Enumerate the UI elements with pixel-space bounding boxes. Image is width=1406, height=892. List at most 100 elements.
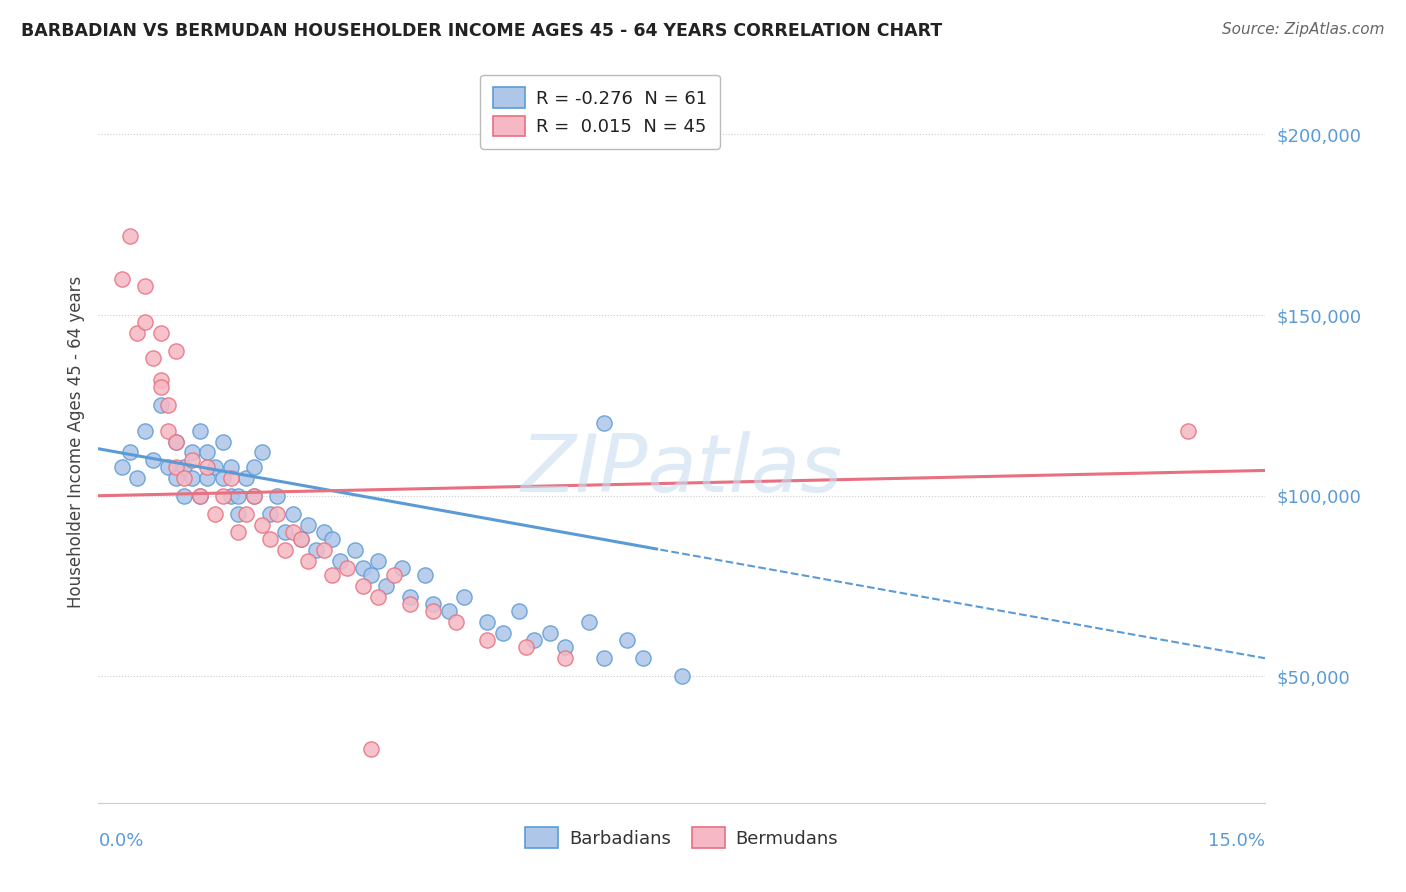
Point	[554, 651, 576, 665]
Point	[165, 434, 187, 449]
Point	[398, 597, 420, 611]
Point	[290, 532, 312, 546]
Point	[228, 524, 250, 539]
Point	[157, 398, 180, 412]
Point	[352, 579, 374, 593]
Text: 15.0%: 15.0%	[1208, 831, 1265, 850]
Point	[195, 470, 218, 484]
Point	[367, 590, 389, 604]
Point	[195, 445, 218, 459]
Point	[391, 561, 413, 575]
Point	[235, 470, 257, 484]
Point	[259, 507, 281, 521]
Point	[111, 272, 134, 286]
Point	[165, 459, 187, 474]
Point	[173, 489, 195, 503]
Point	[508, 604, 530, 618]
Point	[492, 626, 515, 640]
Point	[593, 651, 616, 665]
Point	[157, 459, 180, 474]
Point	[212, 470, 235, 484]
Point	[173, 470, 195, 484]
Point	[413, 568, 436, 582]
Point	[195, 459, 218, 474]
Point	[134, 424, 156, 438]
Text: 0.0%: 0.0%	[98, 831, 143, 850]
Point	[422, 597, 444, 611]
Point	[243, 459, 266, 474]
Point	[149, 380, 172, 394]
Point	[204, 459, 226, 474]
Point	[1177, 424, 1199, 438]
Point	[157, 424, 180, 438]
Point	[165, 470, 187, 484]
Point	[212, 489, 235, 503]
Point	[375, 579, 398, 593]
Point	[352, 561, 374, 575]
Legend: Barbadians, Bermudans: Barbadians, Bermudans	[519, 820, 845, 855]
Point	[290, 532, 312, 546]
Point	[250, 517, 273, 532]
Point	[165, 344, 187, 359]
Point	[266, 489, 288, 503]
Point	[422, 604, 444, 618]
Point	[398, 590, 420, 604]
Point	[266, 507, 288, 521]
Point	[127, 470, 149, 484]
Point	[259, 532, 281, 546]
Point	[219, 470, 242, 484]
Text: ZIPatlas: ZIPatlas	[520, 432, 844, 509]
Point	[180, 452, 202, 467]
Point	[149, 398, 172, 412]
Point	[235, 507, 257, 521]
Point	[453, 590, 475, 604]
Point	[127, 326, 149, 340]
Point	[250, 445, 273, 459]
Point	[149, 326, 172, 340]
Point	[180, 470, 202, 484]
Point	[344, 542, 367, 557]
Point	[321, 532, 343, 546]
Point	[554, 640, 576, 655]
Point	[312, 542, 335, 557]
Point	[134, 315, 156, 329]
Point	[477, 615, 499, 630]
Point	[173, 459, 195, 474]
Point	[134, 279, 156, 293]
Point	[437, 604, 460, 618]
Y-axis label: Householder Income Ages 45 - 64 years: Householder Income Ages 45 - 64 years	[66, 276, 84, 607]
Point	[281, 507, 304, 521]
Point	[477, 633, 499, 648]
Point	[336, 561, 359, 575]
Text: Source: ZipAtlas.com: Source: ZipAtlas.com	[1222, 22, 1385, 37]
Point	[616, 633, 638, 648]
Point	[212, 434, 235, 449]
Point	[538, 626, 561, 640]
Point	[142, 351, 165, 366]
Point	[515, 640, 537, 655]
Point	[274, 524, 297, 539]
Point	[305, 542, 328, 557]
Point	[631, 651, 654, 665]
Point	[297, 517, 319, 532]
Point	[188, 489, 211, 503]
Point	[165, 434, 187, 449]
Point	[281, 524, 304, 539]
Point	[111, 459, 134, 474]
Point	[219, 489, 242, 503]
Point	[297, 554, 319, 568]
Point	[243, 489, 266, 503]
Point	[274, 542, 297, 557]
Point	[523, 633, 546, 648]
Point	[360, 741, 382, 756]
Point	[149, 373, 172, 387]
Point	[219, 459, 242, 474]
Point	[446, 615, 468, 630]
Point	[593, 417, 616, 431]
Point	[671, 669, 693, 683]
Point	[180, 445, 202, 459]
Point	[188, 489, 211, 503]
Point	[228, 489, 250, 503]
Point	[243, 489, 266, 503]
Point	[204, 507, 226, 521]
